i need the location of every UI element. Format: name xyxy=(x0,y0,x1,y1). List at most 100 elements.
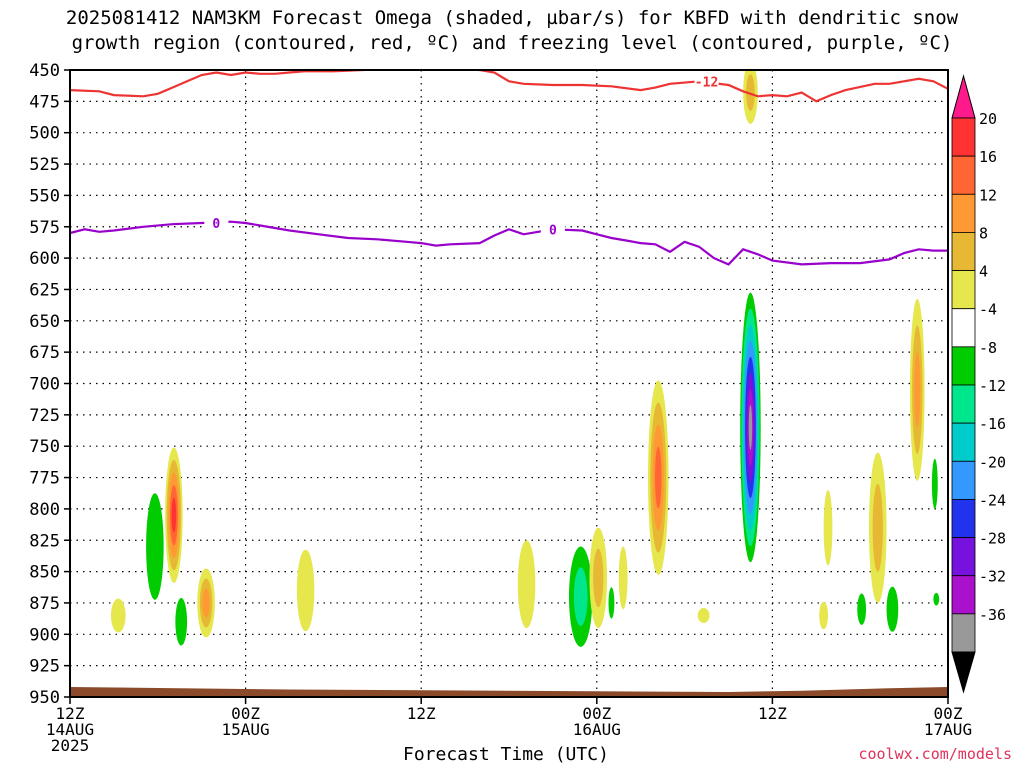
colorbar-label: 20 xyxy=(979,110,997,128)
y-tick-label: 650 xyxy=(29,312,60,332)
omega-shading xyxy=(110,70,940,647)
omega-cell xyxy=(171,497,177,533)
colorbar-label: -8 xyxy=(979,339,997,357)
colorbar-label: -20 xyxy=(979,453,1006,471)
y-tick-label: 600 xyxy=(29,249,60,269)
x-tick-date-label: 16AUG xyxy=(573,720,621,739)
omega-cell xyxy=(202,588,210,618)
colorbar-label: 12 xyxy=(979,186,997,204)
colorbar-label: -24 xyxy=(979,491,1006,509)
colorbar-swatch xyxy=(951,232,976,271)
colorbar-swatch xyxy=(951,155,976,195)
colorbar-swatch xyxy=(951,613,976,653)
colorbar-swatch xyxy=(951,308,976,348)
omega-cell xyxy=(608,587,615,619)
colorbar-swatch xyxy=(951,193,976,233)
x-tick-date-label: 17AUG xyxy=(924,720,972,739)
y-tick-label: 925 xyxy=(29,657,60,677)
colorbar-swatch xyxy=(951,270,976,310)
omega-cell xyxy=(593,548,604,608)
y-tick-label: 475 xyxy=(29,92,60,112)
y-tick-label: 775 xyxy=(29,469,60,489)
colorbar-label: -4 xyxy=(979,301,997,319)
dgz-contour-label: -12 xyxy=(695,75,718,90)
omega-cell xyxy=(618,546,628,610)
omega-cell xyxy=(823,490,833,566)
colorbar-swatch xyxy=(951,346,976,386)
y-tick-label: 525 xyxy=(29,155,60,175)
y-tick-label: 900 xyxy=(29,625,60,645)
y-tick-label: 750 xyxy=(29,437,60,457)
y-tick-label: 500 xyxy=(29,124,60,144)
x-tick-label: 00Z xyxy=(231,704,260,723)
chart-title-line1: 2025081412 NAM3KM Forecast Omega (shaded… xyxy=(65,7,959,29)
omega-cell xyxy=(819,601,829,630)
omega-cell xyxy=(886,586,899,632)
omega-cell xyxy=(573,567,588,626)
colorbar-label: -36 xyxy=(979,606,1006,624)
omega-cell xyxy=(933,592,940,606)
omega-cell xyxy=(748,404,753,450)
y-tick-label: 950 xyxy=(29,688,60,708)
colorbar-label: -32 xyxy=(979,568,1006,586)
omega-cell xyxy=(914,352,921,428)
colorbar-swatch xyxy=(951,460,976,500)
colorbar-label: -28 xyxy=(979,530,1006,548)
y-tick-label: 725 xyxy=(29,406,60,426)
terrain-fill xyxy=(70,686,948,697)
omega-cell xyxy=(857,593,867,625)
colorbar-label: -16 xyxy=(979,415,1006,433)
colorbar-swatch xyxy=(951,422,976,462)
dgz-contour-line xyxy=(70,70,948,103)
x-tick-label: 00Z xyxy=(582,704,611,723)
x-tick-year-label: 2025 xyxy=(51,736,90,755)
y-tick-label: 550 xyxy=(29,186,60,206)
omega-cell xyxy=(872,483,883,572)
dgz-contour-label-bg xyxy=(694,73,719,89)
omega-cell xyxy=(146,493,164,600)
colorbar-top-arrow xyxy=(951,74,976,119)
colorbar-swatch xyxy=(951,575,976,615)
x-tick-label: 12Z xyxy=(407,704,436,723)
freezing-level-label-bg xyxy=(540,221,565,237)
y-tick-label: 875 xyxy=(29,594,60,614)
x-tick-label: 12Z xyxy=(758,704,787,723)
colorbar-swatch xyxy=(951,499,976,538)
freezing-level-label: 0 xyxy=(549,223,557,238)
y-tick-label: 800 xyxy=(29,500,60,520)
x-tick-label: 12Z xyxy=(56,704,85,723)
y-tick-label: 675 xyxy=(29,343,60,363)
colorbar-label: 16 xyxy=(979,148,997,166)
colorbar-swatch xyxy=(951,117,976,157)
y-tick-label: 450 xyxy=(29,61,60,81)
freezing-level-line xyxy=(70,220,948,266)
colorbar-swatch xyxy=(951,537,976,577)
x-axis-label: Forecast Time (UTC) xyxy=(403,744,609,765)
colorbar-label: -12 xyxy=(979,377,1006,395)
omega-cell xyxy=(517,540,536,629)
colorbar-swatch xyxy=(951,384,976,424)
x-tick-date-label: 15AUG xyxy=(222,720,270,739)
colorbar-bottom-arrow xyxy=(951,651,976,694)
x-tick-label: 00Z xyxy=(934,704,963,723)
colorbar-label: 4 xyxy=(979,263,988,281)
x-tick-date-label: 14AUG xyxy=(46,720,94,739)
y-tick-label: 700 xyxy=(29,375,60,395)
y-tick-label: 575 xyxy=(29,218,60,238)
omega-cell xyxy=(110,598,126,633)
omega-cell xyxy=(697,607,710,624)
chart-title-line2: growth region (contoured, red, ºC) and f… xyxy=(71,32,953,54)
omega-cell xyxy=(296,549,315,632)
omega-cell xyxy=(931,458,938,509)
y-tick-label: 825 xyxy=(29,531,60,551)
omega-cell xyxy=(655,446,662,509)
freezing-level-label: 0 xyxy=(212,217,220,232)
y-tick-label: 625 xyxy=(29,280,60,300)
colorbar-label: 8 xyxy=(979,224,988,242)
freezing-level-label-bg xyxy=(204,214,229,230)
credit-link[interactable]: coolwx.com/models xyxy=(858,745,1012,763)
omega-cell xyxy=(746,74,755,111)
omega-cell xyxy=(175,597,188,646)
y-tick-label: 850 xyxy=(29,563,60,583)
